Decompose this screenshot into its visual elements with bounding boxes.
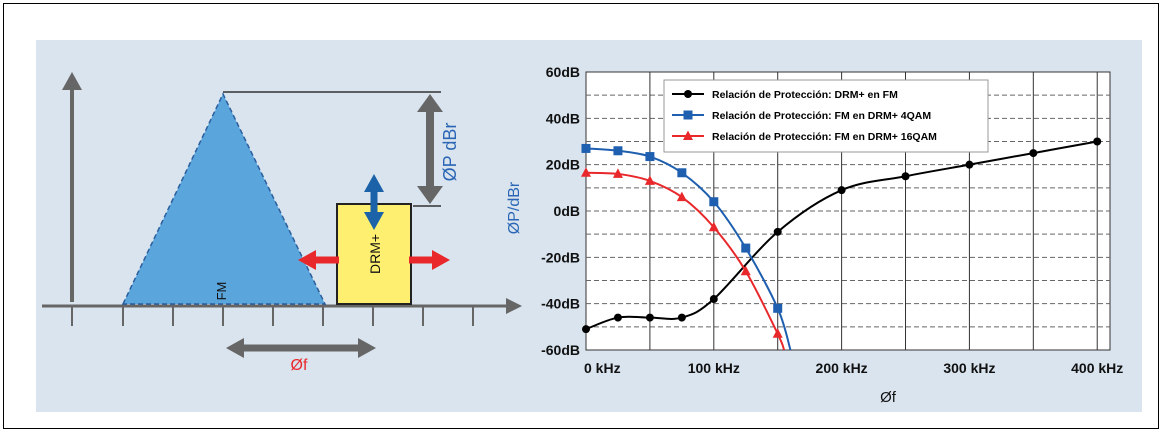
data-point-triangle xyxy=(581,167,591,177)
y-tick-label: -60dB xyxy=(541,342,580,358)
data-point-circle xyxy=(901,172,910,181)
grid-lines xyxy=(586,72,1110,350)
fm-spectrum-triangle xyxy=(121,92,327,305)
data-point-circle xyxy=(677,313,686,322)
drm-shift-left-arrow xyxy=(298,250,339,270)
drm-level-arrow xyxy=(364,174,384,230)
y-tick-label: 20dB xyxy=(546,157,580,173)
data-point-circle xyxy=(684,90,692,98)
frequency-offset-arrow xyxy=(226,338,376,358)
x-tick-label: 0 kHz xyxy=(584,360,621,376)
data-point-triangle xyxy=(708,221,719,232)
y-axis-label: ØP/dBr xyxy=(506,181,523,234)
drm-shift-right-arrow xyxy=(409,250,450,270)
series-markers xyxy=(581,137,1102,338)
data-point-circle xyxy=(1093,137,1102,146)
data-point-square xyxy=(683,110,693,120)
x-tick-label: 300 kHz xyxy=(943,360,995,376)
data-point-circle xyxy=(965,160,974,169)
level-difference-arrow xyxy=(417,94,443,204)
figure-frame: FM ØP dBr DRM+ xyxy=(3,3,1159,429)
data-point-square xyxy=(613,146,623,156)
y-tick-label: -20dB xyxy=(541,249,580,265)
legend: Relación de Protección: DRM+ en FM Relaci… xyxy=(663,79,989,153)
diagram-ticks xyxy=(71,306,474,326)
data-point-triangle xyxy=(772,328,783,338)
legend-label: Relación de Protección: FM en DRM+ 16QAM xyxy=(712,131,937,143)
x-tick-label: 200 kHz xyxy=(816,360,868,376)
drm-label: DRM+ xyxy=(367,234,383,274)
data-point-square xyxy=(677,168,687,178)
diagram-x-axis-arrowhead xyxy=(506,298,522,314)
data-point-triangle xyxy=(740,265,751,276)
data-point-circle xyxy=(709,295,718,304)
data-point-circle xyxy=(837,186,846,195)
drm-box xyxy=(336,203,412,305)
figure-svg: FM ØP dBr DRM+ xyxy=(42,64,1123,406)
data-point-circle xyxy=(613,313,622,322)
fm-label: FM xyxy=(214,282,229,301)
data-point-circle xyxy=(1029,149,1038,158)
data-point-triangle xyxy=(612,168,623,178)
data-point-square xyxy=(773,303,783,313)
x-tick-label: 100 kHz xyxy=(688,360,740,376)
series-line-0 xyxy=(586,140,1098,331)
legend-box xyxy=(663,79,989,153)
legend-label: Relación de Protección: FM en DRM+ 4QAM xyxy=(712,110,931,122)
protection-ratio-chart: 60dB 40dB 20dB 0dB -20dB -40dB -60dB 0 kHz 100 … xyxy=(506,64,1123,406)
x-tick-label: 400 kHz xyxy=(1071,360,1123,376)
data-point-square xyxy=(741,243,751,253)
spectrum-diagram: FM ØP dBr DRM+ xyxy=(42,72,522,374)
data-point-triangle xyxy=(676,191,687,202)
figure-panel: FM ØP dBr DRM+ xyxy=(36,40,1142,412)
data-point-square xyxy=(581,143,591,153)
diagram-y-axis-arrowhead xyxy=(62,72,82,90)
delta-p-label: ØP dBr xyxy=(440,123,460,182)
data-point-circle xyxy=(582,325,590,334)
data-point-triangle xyxy=(683,130,693,140)
data-point-square xyxy=(709,197,719,207)
x-axis-label: Øf xyxy=(880,389,897,406)
data-point-circle xyxy=(645,313,654,322)
data-point-square xyxy=(645,152,655,162)
y-tick-label: 0dB xyxy=(554,203,580,219)
y-tick-label: -40dB xyxy=(541,296,580,312)
y-tick-label: 60dB xyxy=(546,64,580,80)
legend-label: Relación de Protección: DRM+ en FM xyxy=(712,89,898,101)
x-tick-labels: 0 kHz 100 kHz 200 kHz 300 kHz 400 kHz xyxy=(584,360,1123,376)
y-tick-label: 40dB xyxy=(546,110,580,126)
series-line-2 xyxy=(586,171,786,350)
delta-f-label: Øf xyxy=(291,357,308,374)
data-point-circle xyxy=(773,227,782,236)
y-tick-labels: 60dB 40dB 20dB 0dB -20dB -40dB -60dB xyxy=(541,64,580,358)
data-point-triangle xyxy=(644,175,655,185)
